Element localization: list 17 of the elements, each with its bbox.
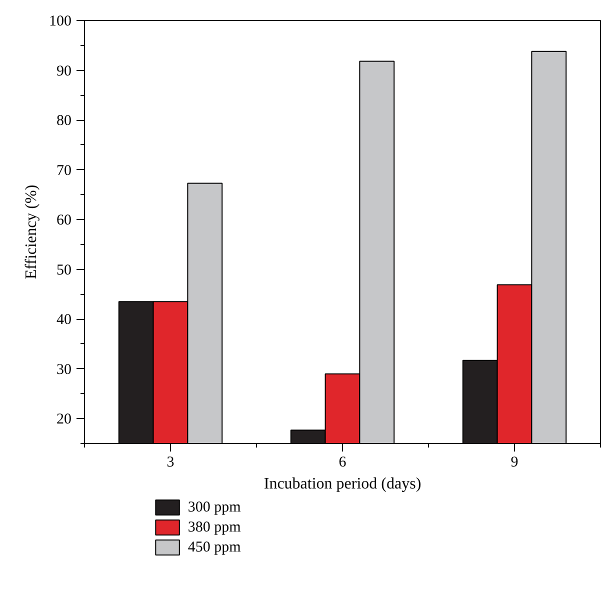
legend-label: 300 ppm xyxy=(188,500,242,516)
y-axis-title: Efficiency (%) xyxy=(23,184,40,280)
y-tick-label: 80 xyxy=(56,113,72,130)
y-tick-label: 100 xyxy=(49,14,72,30)
y-tick-label: 30 xyxy=(56,362,72,378)
y-tick-label: 50 xyxy=(56,262,72,278)
y-tick-label: 40 xyxy=(56,312,72,328)
x-tick-label: 6 xyxy=(338,454,347,470)
x-tick-label: 9 xyxy=(510,454,518,470)
legend-label: 450 ppm xyxy=(188,540,242,556)
x-tick-label: 3 xyxy=(166,454,174,470)
y-tick-label: 20 xyxy=(56,412,72,428)
legend-label: 380 ppm xyxy=(188,520,242,536)
y-tick-label: 60 xyxy=(56,212,72,229)
y-tick-label: 90 xyxy=(56,63,72,80)
x-axis-title: Incubation period (days) xyxy=(264,476,422,492)
y-tick-label: 70 xyxy=(56,162,72,179)
